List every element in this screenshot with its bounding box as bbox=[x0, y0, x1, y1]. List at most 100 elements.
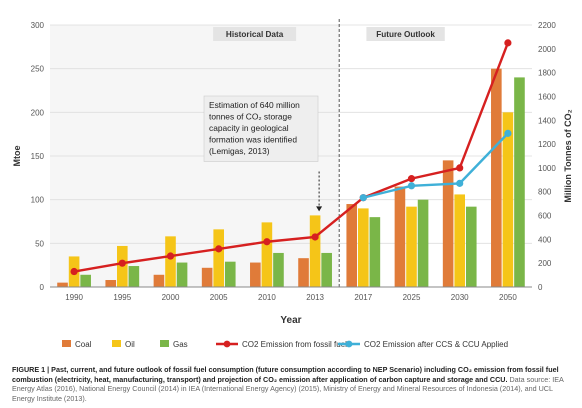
point-co2-emission-from-fossil-fuel-1990 bbox=[70, 267, 78, 276]
x-tick-label-1995: 1995 bbox=[113, 293, 131, 302]
legend-marker-co2-emission-from-fossil-fuel bbox=[223, 340, 231, 348]
bar-gas-2025 bbox=[417, 199, 429, 287]
bar-coal-2005 bbox=[201, 267, 213, 287]
line-co2-emission-after-ccs-ccu-applied bbox=[363, 132, 509, 199]
bar-coal-2000 bbox=[153, 274, 165, 287]
bar-gas-2017 bbox=[369, 217, 381, 287]
x-tick-label-2013: 2013 bbox=[306, 293, 324, 302]
y2-tick-label: 800 bbox=[538, 188, 552, 197]
bar-coal-2010 bbox=[250, 262, 261, 287]
legend-label-co2-emission-after-ccs-ccu-applied: CO2 Emission after CCS & CCU Applied bbox=[364, 340, 508, 349]
legend-marker-co2-emission-after-ccs-ccu-applied bbox=[345, 340, 353, 348]
bar-coal-2030 bbox=[442, 160, 454, 287]
x-tick-label-2050: 2050 bbox=[499, 293, 517, 302]
bar-oil-2025 bbox=[406, 206, 417, 287]
annotation-box bbox=[203, 95, 319, 162]
bar-coal-2013 bbox=[298, 258, 309, 287]
point-co2-emission-from-fossil-fuel-2005 bbox=[215, 245, 223, 253]
x-tick-label-2030: 2030 bbox=[451, 293, 469, 302]
x-tick-label-2000: 2000 bbox=[162, 293, 180, 302]
annotation-arrowhead bbox=[316, 206, 323, 212]
annotation-line: capacity in geological bbox=[209, 123, 289, 133]
point-co2-emission-from-fossil-fuel-2030 bbox=[456, 164, 464, 172]
y2-tick-label: 2000 bbox=[538, 45, 556, 54]
y2-tick-label: 2200 bbox=[538, 21, 556, 30]
bar-gas-1995 bbox=[128, 266, 140, 287]
bar-oil-2005 bbox=[213, 229, 225, 287]
point-co2-emission-from-fossil-fuel-2025 bbox=[407, 175, 416, 183]
y2-tick-label: 1200 bbox=[538, 140, 556, 149]
y-tick-label: 50 bbox=[35, 239, 44, 248]
point-co2-emission-from-fossil-fuel-2000 bbox=[166, 252, 175, 260]
y2-tick-label: 1800 bbox=[538, 69, 556, 78]
y2-tick-label: 400 bbox=[538, 235, 552, 244]
bar-gas-2005 bbox=[224, 261, 236, 287]
y2-tick-label: 0 bbox=[538, 283, 543, 292]
bar-oil-2050 bbox=[502, 112, 514, 287]
legend-label-co2-emission-from-fossil-fuel: CO2 Emission from fossil fuel bbox=[242, 340, 347, 349]
y-tick-label: 300 bbox=[31, 21, 45, 30]
line-co2-emission-from-fossil-fuel bbox=[73, 42, 510, 273]
legend-label-gas: Gas bbox=[173, 340, 188, 349]
point-co2-emission-after-ccs-ccu-applied-2030 bbox=[456, 179, 464, 187]
bar-gas-1990 bbox=[80, 274, 91, 287]
point-co2-emission-from-fossil-fuel-2010 bbox=[263, 238, 271, 246]
y-tick-label: 0 bbox=[40, 283, 45, 292]
point-co2-emission-from-fossil-fuel-2013 bbox=[311, 233, 319, 241]
figure-caption: FIGURE 1 | Past, current, and future out… bbox=[12, 365, 574, 403]
bar-coal-1995 bbox=[105, 280, 117, 287]
bar-gas-2010 bbox=[273, 252, 284, 287]
x-tick-label-2005: 2005 bbox=[210, 293, 228, 302]
legend-label-oil: Oil bbox=[125, 340, 135, 349]
bar-gas-2050 bbox=[514, 77, 525, 288]
future-outlook-label-box bbox=[366, 27, 445, 41]
bar-coal-1990 bbox=[57, 282, 68, 287]
y-axis-title: Mtoe bbox=[12, 146, 22, 167]
future-outlook-label: Future Outlook bbox=[376, 30, 435, 39]
bar-oil-2010 bbox=[261, 222, 273, 287]
y-tick-label: 150 bbox=[31, 152, 45, 161]
y2-tick-label: 1400 bbox=[538, 116, 556, 125]
bar-gas-2013 bbox=[321, 252, 332, 287]
bar-coal-2025 bbox=[394, 186, 406, 287]
y2-tick-label: 600 bbox=[538, 212, 552, 221]
y-tick-label: 100 bbox=[31, 196, 45, 205]
y2-tick-label: 1600 bbox=[538, 92, 556, 101]
y2-axis-title: Million Tonnes of CO₂ bbox=[563, 109, 573, 202]
bar-oil-2013 bbox=[309, 215, 321, 287]
point-co2-emission-from-fossil-fuel-2050 bbox=[504, 39, 512, 47]
bar-oil-2030 bbox=[454, 194, 466, 287]
legend-label-coal: Coal bbox=[75, 340, 92, 349]
x-tick-label-2025: 2025 bbox=[403, 293, 421, 302]
x-axis-title: Year bbox=[280, 315, 301, 326]
bar-coal-2017 bbox=[346, 204, 358, 287]
bar-oil-2000 bbox=[165, 236, 176, 287]
x-tick-label-2010: 2010 bbox=[258, 293, 276, 302]
historical-data-label-box bbox=[213, 27, 297, 41]
legend-swatch-coal bbox=[62, 340, 71, 347]
bar-oil-2017 bbox=[357, 208, 369, 287]
annotation-line: tonnes of CO₂ storage bbox=[209, 112, 292, 122]
y2-tick-label: 200 bbox=[538, 259, 552, 268]
y-tick-label: 200 bbox=[31, 108, 45, 117]
point-co2-emission-after-ccs-ccu-applied-2050 bbox=[504, 129, 512, 137]
annotation-line: (Lemigas, 2013) bbox=[209, 146, 270, 156]
y2-tick-label: 1000 bbox=[538, 164, 556, 173]
historical-data-label: Historical Data bbox=[226, 30, 284, 39]
bar-gas-2000 bbox=[176, 262, 188, 287]
point-co2-emission-after-ccs-ccu-applied-2017 bbox=[359, 194, 367, 202]
annotation-line: Estimation of 640 million bbox=[209, 100, 300, 110]
legend-swatch-gas bbox=[160, 340, 169, 347]
point-co2-emission-from-fossil-fuel-1995 bbox=[118, 259, 126, 267]
x-tick-label-1990: 1990 bbox=[65, 293, 83, 302]
caption-source: Data source: IEA Energy Atlas (2016), Na… bbox=[12, 374, 564, 403]
bar-gas-2030 bbox=[465, 206, 477, 287]
point-co2-emission-after-ccs-ccu-applied-2025 bbox=[407, 182, 416, 190]
bar-coal-2050 bbox=[491, 68, 502, 288]
caption-label: FIGURE 1 | Past, current, and future out… bbox=[12, 365, 559, 384]
legend-swatch-oil bbox=[112, 340, 121, 347]
y-tick-label: 250 bbox=[31, 65, 45, 74]
annotation-line: formation was identified bbox=[209, 135, 297, 145]
